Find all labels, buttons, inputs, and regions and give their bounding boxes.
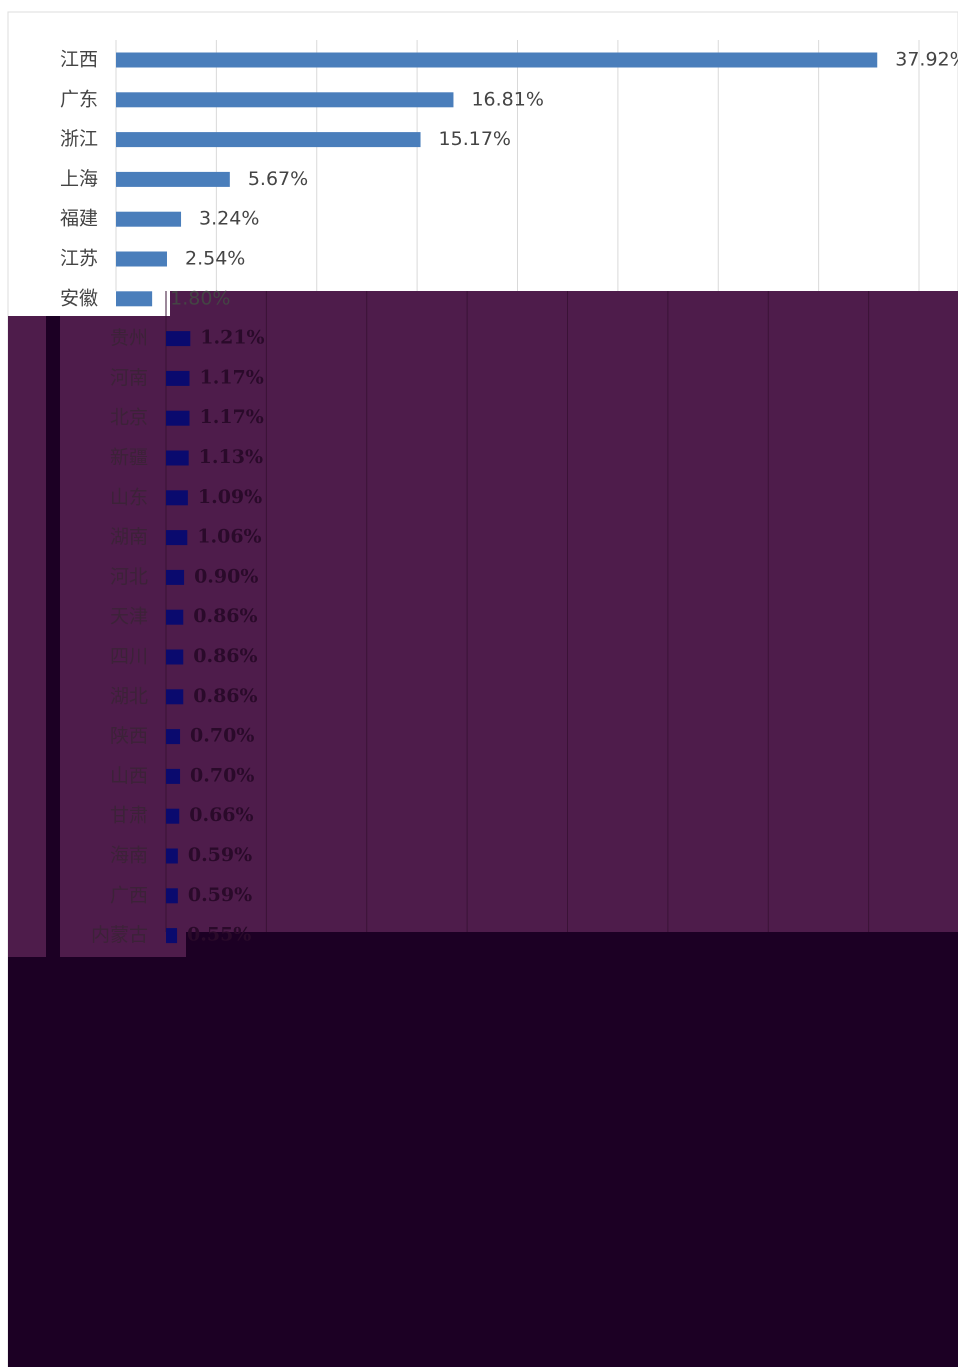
data-label: 5.67% — [248, 168, 308, 190]
data-label: 0.86% — [193, 685, 257, 707]
y-tick-label: 广西 — [110, 884, 148, 906]
y-tick-label: 河南 — [110, 367, 148, 389]
data-label: 0.59% — [188, 884, 252, 906]
data-label: 37.92% — [895, 49, 958, 71]
data-label: 1.17% — [199, 406, 263, 428]
corrupted-region — [8, 957, 958, 1367]
y-tick-label: 贵州 — [110, 327, 148, 349]
bar — [166, 530, 188, 546]
data-label: 0.86% — [193, 645, 257, 667]
y-tick-label: 新疆 — [110, 447, 148, 469]
bar — [166, 331, 191, 347]
y-tick-label: 四川 — [110, 646, 148, 668]
y-tick-label: 内蒙古 — [91, 924, 148, 946]
bar — [116, 52, 878, 68]
data-label: 15.17% — [439, 128, 511, 150]
bar — [166, 569, 185, 585]
bar — [166, 729, 181, 745]
y-tick-label: 山西 — [110, 765, 148, 787]
bar — [116, 251, 167, 267]
bar — [166, 450, 189, 466]
y-tick-label: 陕西 — [110, 725, 148, 747]
y-tick-label: 天津 — [110, 606, 148, 628]
data-label: 1.21% — [200, 327, 264, 349]
corrupted-region — [170, 291, 958, 321]
bar — [166, 370, 190, 386]
bar — [166, 410, 190, 426]
y-tick-label: 福建 — [60, 208, 98, 230]
bar — [116, 92, 454, 108]
y-tick-label: 浙江 — [60, 128, 98, 150]
y-tick-label: 甘肃 — [110, 805, 148, 827]
y-tick-label: 江苏 — [60, 248, 98, 270]
bar — [116, 291, 153, 307]
bar — [166, 609, 184, 625]
data-label: 0.70% — [190, 725, 254, 747]
data-label: 1.13% — [199, 446, 263, 468]
y-tick-label: 山东 — [110, 486, 148, 508]
data-label: 1.09% — [198, 486, 262, 508]
data-label: 0.59% — [188, 844, 252, 866]
y-tick-label: 湖南 — [110, 526, 148, 548]
y-tick-label: 江西 — [60, 49, 98, 71]
bar — [166, 848, 178, 864]
data-label: 1.17% — [199, 366, 263, 388]
bar — [116, 132, 421, 148]
bar — [166, 888, 178, 904]
corrupted-region — [8, 316, 958, 957]
y-tick-label: 湖北 — [110, 685, 148, 707]
y-tick-label: 广东 — [60, 88, 98, 110]
data-label: 0.66% — [189, 804, 253, 826]
data-label: 0.70% — [190, 764, 254, 786]
bar — [116, 171, 230, 187]
data-label: 0.55% — [187, 924, 251, 946]
corrupted-stripe — [46, 316, 60, 957]
data-label: 3.24% — [199, 208, 259, 230]
y-tick-label: 上海 — [60, 168, 98, 190]
bar — [166, 649, 184, 665]
data-label: 16.81% — [471, 88, 543, 110]
y-tick-label: 海南 — [110, 845, 148, 867]
data-label: 0.86% — [193, 605, 257, 627]
y-tick-label: 安徽 — [60, 287, 98, 309]
bar — [166, 808, 180, 824]
data-label: 1.06% — [197, 526, 261, 548]
bar — [166, 689, 184, 705]
y-tick-label: 河北 — [110, 566, 148, 588]
data-label: 2.54% — [185, 248, 245, 270]
bar — [166, 768, 181, 784]
bar — [166, 490, 188, 506]
bar — [116, 211, 182, 227]
data-label: 1.80% — [170, 287, 230, 309]
data-label: 0.90% — [194, 565, 258, 587]
bar — [166, 928, 178, 944]
y-tick-label: 北京 — [110, 407, 148, 429]
